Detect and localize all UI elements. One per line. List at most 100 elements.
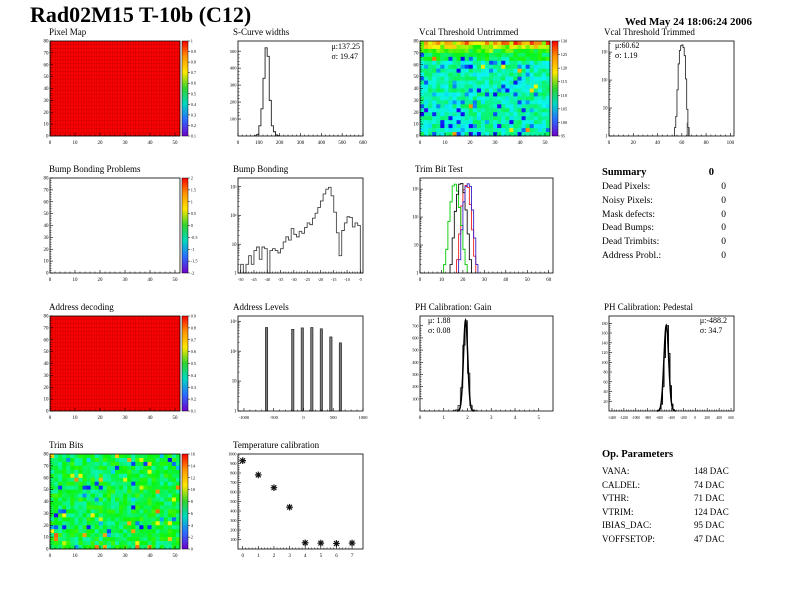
svg-text:50: 50 [543, 141, 549, 146]
bump-bonding-plot: -50 -45 -40 -35 -30 -25 -20 -15 -10 -5 1 10 10² 10³ [230, 177, 364, 282]
svg-text:0.9: 0.9 [191, 314, 196, 319]
summary-total: 0 [708, 167, 714, 178]
vcal-untrimmed-plot: 130 125 120 115 110 105 100 95 0 10 20 30 40 50 0 10 20 3… [414, 39, 568, 147]
summary-row: Address Probl.: 0 [602, 250, 726, 264]
svg-text:20: 20 [98, 554, 104, 559]
svg-text:2: 2 [466, 416, 469, 421]
svg-text:500: 500 [230, 499, 236, 504]
svg-text:140: 140 [602, 340, 608, 345]
svg-text:50: 50 [44, 212, 50, 217]
svg-text:10²: 10² [230, 213, 237, 219]
svg-text:30: 30 [44, 236, 50, 241]
svg-text:200: 200 [276, 141, 284, 146]
svg-text:40: 40 [518, 141, 524, 146]
svg-text:-2: -2 [191, 271, 195, 276]
svg-text:1000: 1000 [359, 415, 369, 420]
svg-text:200: 200 [705, 416, 711, 420]
summary-value: 0 [721, 182, 726, 192]
svg-text:50: 50 [44, 488, 50, 493]
bump-problems-plot: 2 1.5 1 0.5 0 -0.5 -1 -1.5 -2 0 10 20 30 40 50 0 10 20 30 4… [44, 176, 198, 284]
stat-sigma: σ: 0.08 [428, 326, 451, 336]
svg-text:600: 600 [412, 336, 418, 341]
svg-text:30: 30 [123, 278, 129, 283]
svg-text:0.1: 0.1 [191, 134, 196, 139]
svg-text:14: 14 [191, 463, 196, 468]
svg-text:200: 200 [230, 528, 236, 533]
svg-text:30: 30 [123, 416, 129, 421]
svg-text:0: 0 [49, 416, 52, 421]
svg-text:95: 95 [561, 134, 565, 139]
svg-text:120: 120 [602, 350, 608, 355]
stat-mean: μ:-488.2 [699, 316, 727, 325]
svg-text:10: 10 [44, 398, 50, 403]
svg-text:40: 40 [148, 278, 154, 283]
summary-row: Mask defects: 0 [602, 209, 726, 223]
svg-text:80: 80 [44, 453, 50, 458]
svg-text:50: 50 [173, 278, 179, 283]
svg-text:4: 4 [191, 523, 194, 528]
svg-text:50: 50 [173, 416, 179, 421]
svg-text:0.7: 0.7 [191, 337, 197, 342]
svg-text:600: 600 [728, 416, 734, 420]
svg-text:70: 70 [414, 51, 420, 56]
svg-text:500: 500 [330, 415, 338, 420]
plot-title: Vcal Threshold Untrimmed [419, 27, 519, 37]
svg-text:10: 10 [73, 141, 79, 146]
svg-text:-0.5: -0.5 [191, 235, 198, 240]
svg-text:0.3: 0.3 [191, 112, 196, 117]
svg-text:40: 40 [655, 141, 661, 146]
svg-text:40: 40 [148, 141, 154, 146]
svg-text:1000: 1000 [228, 452, 236, 457]
op-parameters-title: Op. Parameters [602, 449, 674, 460]
svg-text:20: 20 [414, 111, 420, 116]
svg-text:0.4: 0.4 [191, 373, 197, 378]
svg-text:1: 1 [191, 199, 193, 204]
summary-label: Mask defects: [602, 209, 656, 220]
svg-text:0: 0 [237, 141, 240, 146]
svg-text:20: 20 [98, 416, 104, 421]
svg-text:-5: -5 [359, 277, 363, 282]
op-parameter-label: VTRIM: [602, 506, 634, 517]
svg-text:500: 500 [230, 49, 238, 54]
svg-text:10: 10 [603, 107, 608, 112]
summary-label: Dead Bumps: [602, 223, 654, 234]
summary-value: 0 [721, 223, 726, 234]
svg-text:0.8: 0.8 [191, 325, 196, 330]
svg-text:-15: -15 [331, 277, 337, 282]
svg-text:1: 1 [257, 554, 260, 559]
svg-text:1: 1 [416, 272, 419, 277]
svg-text:-600: -600 [656, 416, 663, 420]
op-parameter-row: VTRIM: 124 DAC [602, 506, 777, 520]
svg-text:60: 60 [44, 63, 50, 68]
svg-text:0.2: 0.2 [191, 123, 196, 128]
svg-text:40: 40 [604, 389, 608, 394]
svg-text:3: 3 [288, 554, 291, 559]
stat-mean: μ: 1.88 [428, 316, 451, 325]
svg-text:10: 10 [44, 260, 50, 265]
svg-text:-1200: -1200 [620, 416, 629, 420]
summary-title: Summary [602, 167, 647, 178]
svg-text:10: 10 [73, 278, 79, 283]
svg-text:0.8: 0.8 [191, 60, 196, 65]
svg-text:0.9: 0.9 [191, 49, 196, 54]
summary-heading: Summary 0 [602, 167, 714, 178]
pixel-map-plot: 1 0.9 0.8 0.7 0.6 0.5 0.4 0.3 0.2 0.1 0 10 20 30 40 50 0… [44, 39, 197, 147]
op-parameter-row: CALDEL: 74 DAC [602, 479, 777, 493]
svg-text:80: 80 [44, 40, 50, 45]
plot-title: Trim Bits [49, 440, 84, 450]
svg-text:300: 300 [412, 372, 418, 377]
svg-text:1: 1 [191, 39, 193, 44]
plot-title: Temperature calibration [233, 440, 320, 450]
summary-value: 0 [721, 195, 726, 206]
svg-text:400: 400 [412, 360, 418, 365]
svg-text:6: 6 [191, 511, 194, 516]
svg-text:30: 30 [44, 99, 50, 104]
stats-box: μ: 1.88 σ: 0.08 [428, 316, 451, 337]
svg-text:-50: -50 [238, 277, 244, 282]
svg-text:40: 40 [44, 87, 50, 92]
svg-text:12: 12 [191, 475, 195, 480]
svg-text:120: 120 [561, 66, 567, 71]
svg-text:10: 10 [191, 487, 195, 492]
plot-title: Trim Bit Test [415, 164, 463, 174]
